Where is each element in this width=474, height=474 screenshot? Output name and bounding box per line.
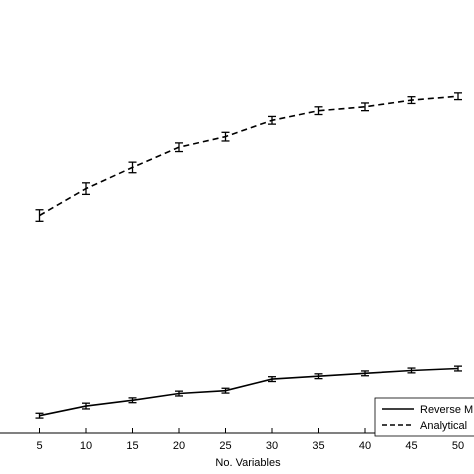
x-axis-label: No. Variables [215, 457, 281, 469]
error-bar [268, 115, 276, 125]
x-tick-label: 15 [126, 440, 138, 452]
series-line [39, 95, 459, 217]
error-bar [175, 142, 183, 153]
error-bar [128, 397, 137, 404]
error-bar [454, 365, 462, 372]
x-tick-label: 50 [452, 440, 464, 452]
error-bar [268, 376, 276, 383]
error-bar [82, 402, 90, 410]
error-bar [35, 209, 44, 222]
x-tick-label: 35 [312, 440, 324, 452]
x-tick-label: 5 [36, 440, 42, 452]
error-bar [221, 131, 230, 142]
legend-label-reverse-m: Reverse M [420, 404, 473, 416]
x-tick-label: 20 [173, 440, 185, 452]
error-bar [314, 373, 323, 380]
error-bar [407, 96, 416, 105]
error-bar [128, 161, 137, 174]
x-tick-label: 45 [405, 440, 417, 452]
x-tick-label: 40 [359, 440, 371, 452]
error-bar [221, 387, 230, 394]
error-bar [361, 102, 369, 112]
error-bar [35, 412, 44, 419]
series-line [39, 367, 459, 417]
legend-label-analytical: Analytical [420, 420, 467, 432]
error-bar [407, 367, 416, 374]
series-reverse-m [35, 365, 462, 419]
legend-box [374, 397, 474, 437]
x-tick-label: 25 [219, 440, 231, 452]
series-layer [35, 92, 462, 419]
x-tick-label: 10 [80, 440, 92, 452]
error-bar [82, 182, 90, 196]
error-bar [175, 390, 183, 397]
error-bar [361, 370, 369, 377]
x-tick-label: 30 [266, 440, 278, 452]
series-analytical [35, 92, 462, 222]
error-bar [454, 92, 462, 101]
error-bar [314, 106, 323, 116]
legend: Reverse M Analytical [374, 397, 474, 437]
